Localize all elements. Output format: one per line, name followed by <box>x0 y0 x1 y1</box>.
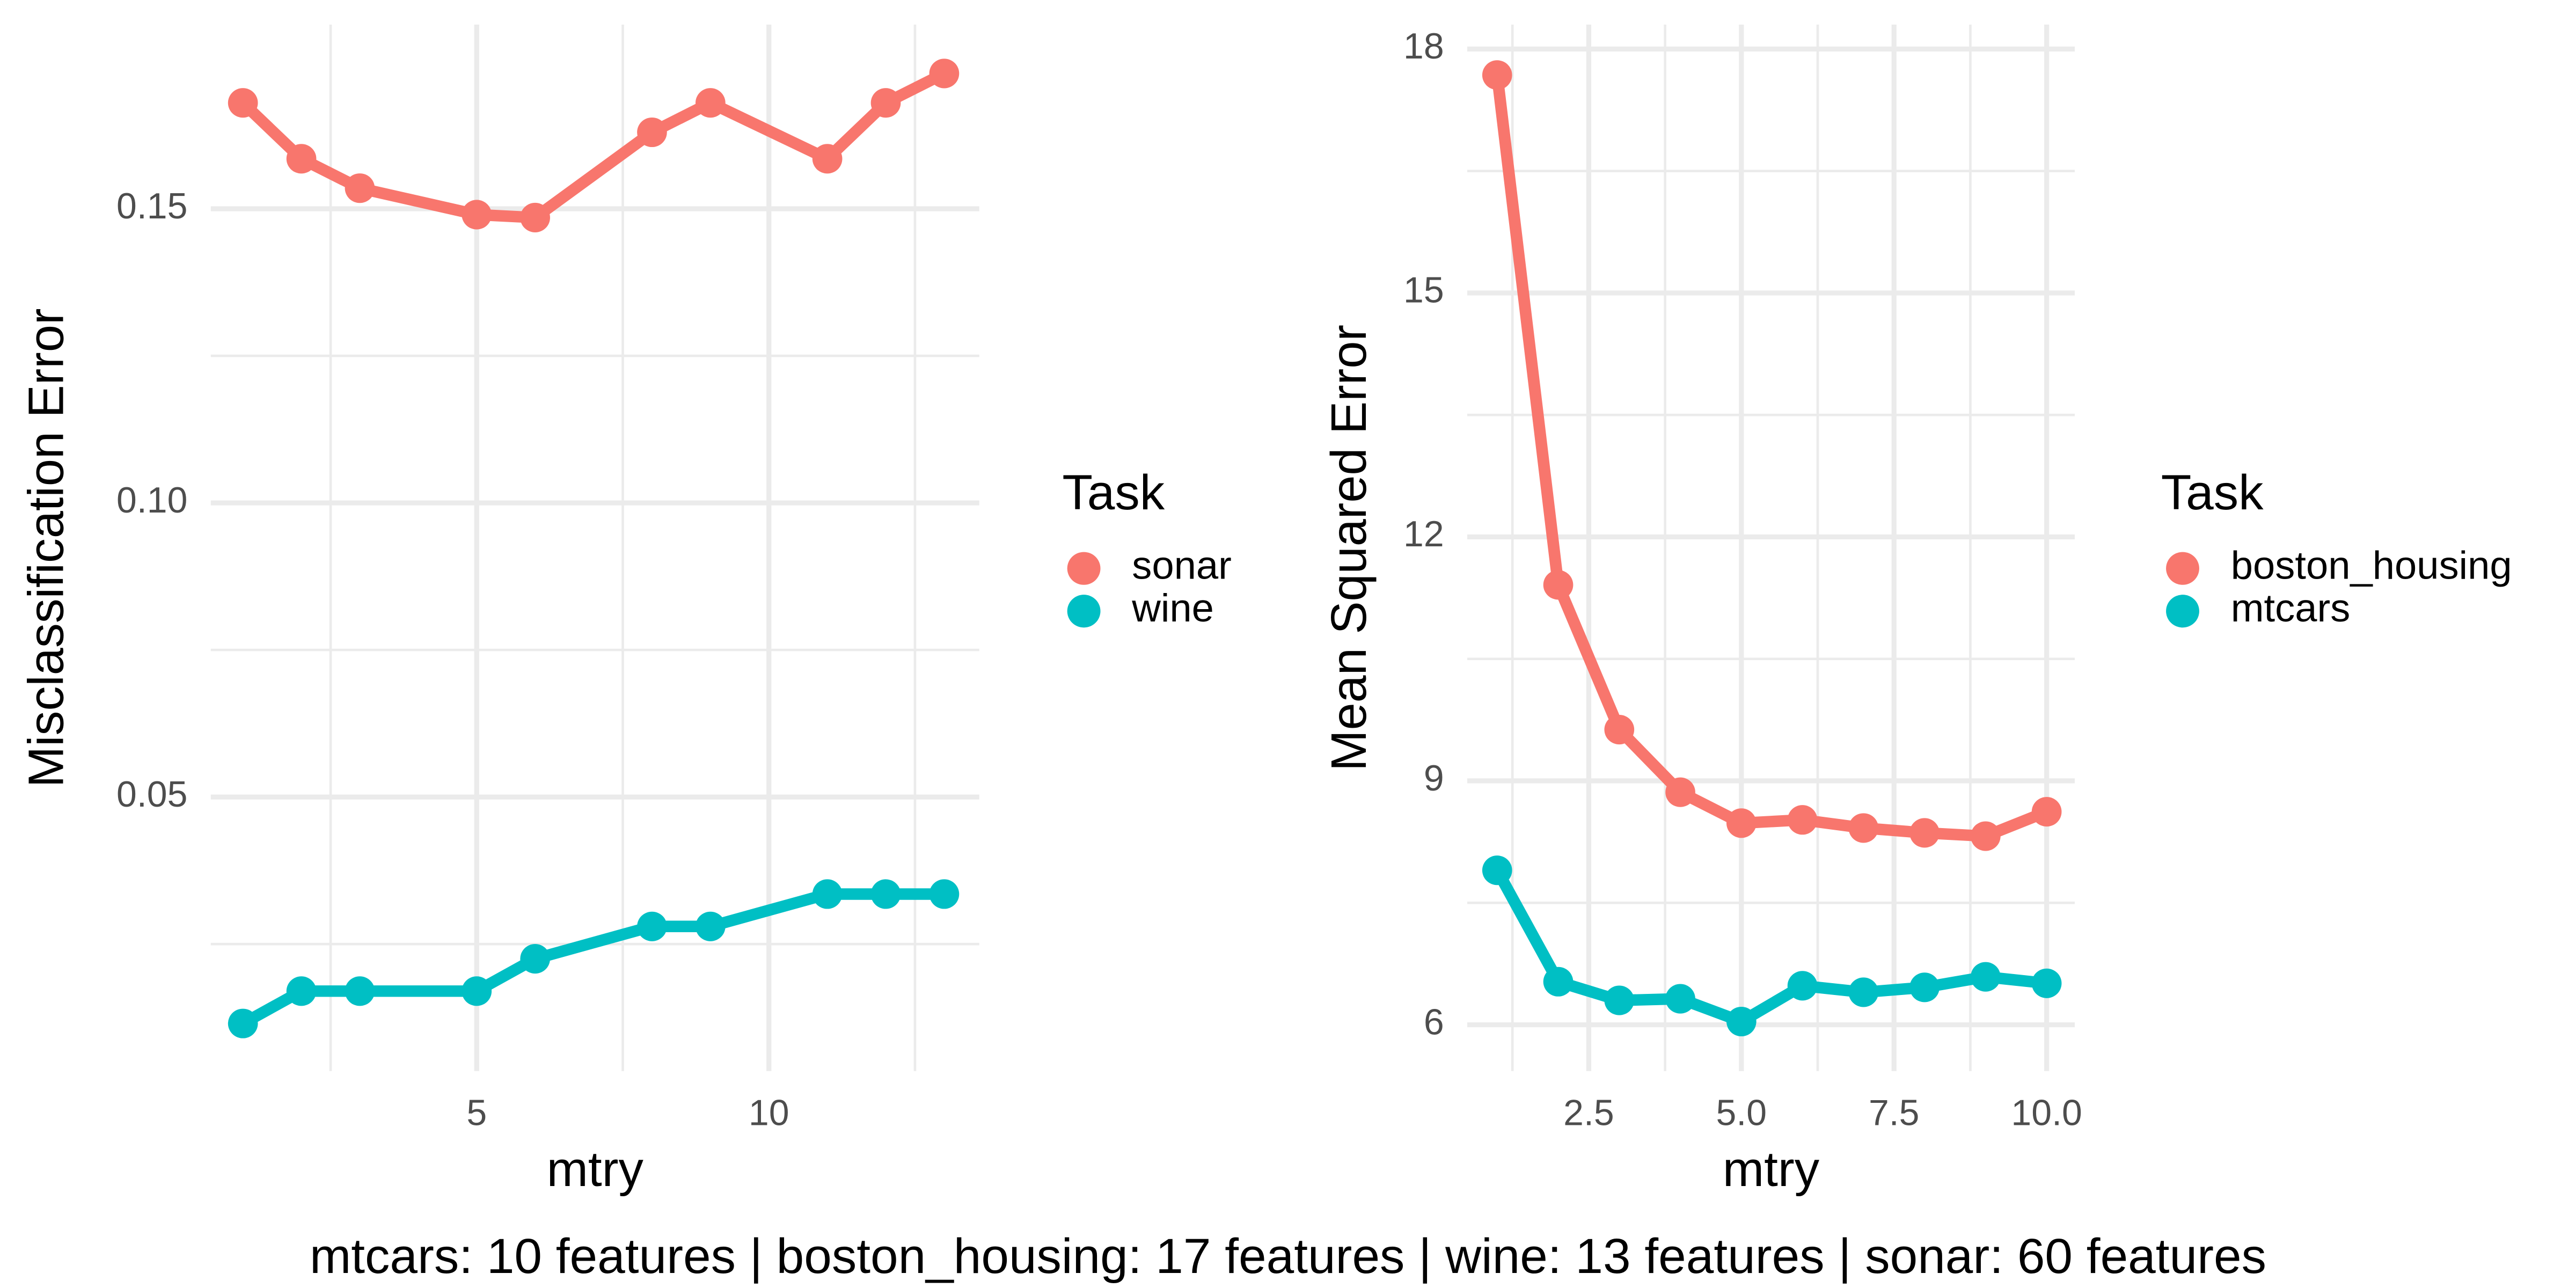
y-tick-label: 18 <box>1403 26 1444 67</box>
point <box>1482 855 1512 885</box>
point <box>1665 984 1695 1014</box>
y-axis-title: Misclassification Error <box>18 308 74 787</box>
point <box>637 911 667 941</box>
x-tick-label: 5.0 <box>1716 1093 1767 1133</box>
point <box>637 117 667 148</box>
point <box>1909 972 1940 1002</box>
caption: mtcars: 10 features | boston_housing: 17… <box>310 1228 2266 1284</box>
point <box>520 944 550 974</box>
point <box>1543 967 1574 997</box>
point <box>1848 977 1879 1007</box>
point <box>345 976 375 1006</box>
y-tick-label: 15 <box>1403 270 1444 311</box>
y-tick-label: 0.15 <box>116 186 187 226</box>
point <box>870 879 901 909</box>
point <box>462 976 492 1006</box>
y-tick-label: 6 <box>1424 1002 1444 1043</box>
x-axis-title: mtry <box>547 1141 643 1196</box>
y-tick-label: 0.10 <box>116 480 187 521</box>
legend-key <box>2166 552 2199 585</box>
point <box>345 173 375 203</box>
legend-title: Task <box>2161 464 2264 519</box>
point <box>695 88 726 118</box>
point <box>228 88 258 118</box>
point <box>2031 797 2062 827</box>
x-axis-title: mtry <box>1723 1141 1819 1196</box>
point <box>286 144 317 174</box>
point <box>520 202 550 232</box>
series-line <box>1492 867 2047 1028</box>
point <box>228 1008 258 1038</box>
x-tick-label: 10 <box>749 1093 789 1133</box>
y-tick-label: 12 <box>1403 515 1444 555</box>
legend-label: boston_housing <box>2231 543 2512 588</box>
point <box>695 911 726 941</box>
y-tick-label: 0.05 <box>116 774 187 815</box>
legend-key <box>1067 552 1101 585</box>
point <box>1726 1006 1757 1037</box>
point <box>1909 818 1940 848</box>
legend-title: Task <box>1062 464 1165 519</box>
point <box>812 144 843 174</box>
series-line <box>239 68 947 224</box>
point <box>1971 821 2001 851</box>
point <box>1787 805 1818 835</box>
point <box>1787 971 1818 1001</box>
point <box>929 879 960 909</box>
point <box>1971 962 2001 992</box>
point <box>462 200 492 230</box>
x-tick-label: 7.5 <box>1869 1093 1920 1133</box>
point <box>1665 777 1695 807</box>
point <box>286 976 317 1006</box>
point <box>2031 968 2062 998</box>
point <box>1543 570 1574 600</box>
series-line <box>1491 74 2049 842</box>
legend-key <box>2166 595 2199 628</box>
y-tick-label: 9 <box>1424 758 1444 799</box>
point <box>870 88 901 118</box>
point <box>812 879 843 909</box>
point <box>929 58 960 89</box>
legend-label: mtcars <box>2231 586 2351 631</box>
legend-label: sonar <box>1132 543 1232 588</box>
point <box>1482 60 1512 90</box>
point <box>1604 985 1635 1015</box>
point <box>1604 715 1635 745</box>
x-tick-label: 2.5 <box>1563 1093 1614 1133</box>
x-tick-label: 10.0 <box>2011 1093 2082 1133</box>
x-tick-label: 5 <box>466 1093 487 1133</box>
y-axis-title: Mean Squared Error <box>1321 325 1377 771</box>
point <box>1726 808 1757 838</box>
point <box>1848 813 1879 843</box>
legend-label: wine <box>1131 586 1214 631</box>
legend-key <box>1067 595 1101 628</box>
series-line <box>240 888 945 1029</box>
